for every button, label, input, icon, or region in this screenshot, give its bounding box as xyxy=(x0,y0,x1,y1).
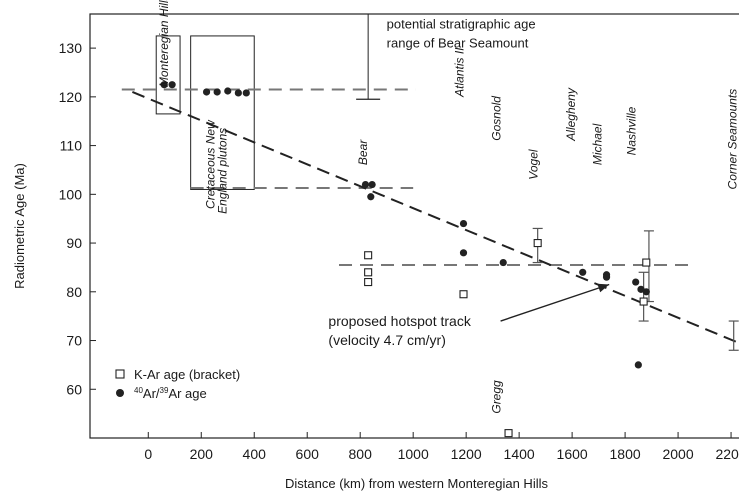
site-label: Atlantis II xyxy=(453,47,467,98)
potential-age-annotation-line: range of Bear Seamount xyxy=(387,36,529,51)
x-tick-label: 1200 xyxy=(451,446,482,462)
ar-ar-point xyxy=(242,89,250,97)
site-label: Gosnold xyxy=(490,96,504,141)
y-axis-label: Radiometric Age (Ma) xyxy=(12,163,27,289)
hotspot-arrow-head xyxy=(597,283,610,293)
ar-ar-point xyxy=(168,81,176,89)
legend-suffix: Ar age xyxy=(168,386,206,401)
ar-ar-point xyxy=(642,288,650,296)
ar-ar-point xyxy=(367,193,375,201)
legend-sup: 40 xyxy=(134,386,143,395)
site-label: Allegheny xyxy=(564,87,578,142)
k-ar-point xyxy=(639,297,648,306)
x-axis-label: Distance (km) from western Monteregian H… xyxy=(285,476,548,491)
site-label: England plutons xyxy=(215,128,229,214)
y-tick-label: 70 xyxy=(66,333,82,349)
ar-ar-point xyxy=(602,273,611,281)
x-tick-label: 400 xyxy=(243,446,267,462)
legend-mid: Ar/ xyxy=(143,386,160,401)
ar-ar-point xyxy=(213,88,221,96)
legend-circle-marker xyxy=(116,389,124,397)
hotspot-annotation-line: (velocity 4.7 cm/yr) xyxy=(328,332,445,348)
ar-ar-point xyxy=(579,268,587,276)
ar-ar-point xyxy=(634,361,642,369)
x-tick-label: 1600 xyxy=(557,446,588,462)
x-tick-label: 1000 xyxy=(398,446,429,462)
site-label: Michael xyxy=(590,123,604,165)
k-ar-point xyxy=(364,251,373,260)
plot-frame xyxy=(89,13,739,439)
hotspot-annotation-line: proposed hotspot track xyxy=(328,313,471,329)
range-box xyxy=(190,35,255,190)
y-tick-label: 110 xyxy=(60,138,83,154)
x-tick-label: 600 xyxy=(296,446,320,462)
site-label: Nashville xyxy=(625,106,639,155)
ar-ar-point xyxy=(202,88,211,96)
legend-square-marker xyxy=(115,369,125,379)
ar-ar-point xyxy=(499,258,507,267)
x-tick-label: 200 xyxy=(190,446,214,462)
x-tick-label: 0 xyxy=(144,446,152,462)
ar-ar-point xyxy=(361,180,370,189)
k-ar-point xyxy=(364,268,373,277)
hotspot-track-line xyxy=(132,91,739,344)
y-tick-label: 100 xyxy=(59,186,83,202)
k-ar-point xyxy=(504,429,513,438)
ar-ar-point xyxy=(224,87,232,95)
site-label: Bear xyxy=(356,139,370,165)
k-ar-point xyxy=(459,290,468,299)
potential-age-annotation-line: potential stratigraphic age xyxy=(387,17,536,32)
k-ar-point xyxy=(642,258,651,267)
k-ar-point xyxy=(533,239,542,248)
site-label: Monteregian Hills xyxy=(157,0,171,87)
legend-label-k-ar: K-Ar age (bracket) xyxy=(134,367,240,382)
ar-ar-point xyxy=(459,219,468,228)
legend-sup: 39 xyxy=(160,386,169,395)
x-tick-label: 1400 xyxy=(504,446,535,462)
hotspot-arrow-shaft xyxy=(500,283,610,322)
y-tick-label: 120 xyxy=(59,89,83,105)
ar-ar-point xyxy=(160,81,168,89)
ar-ar-point xyxy=(234,89,242,97)
range-box xyxy=(155,35,181,115)
k-ar-point xyxy=(364,277,373,287)
ar-ar-point xyxy=(459,249,468,257)
y-tick-label: 90 xyxy=(66,235,82,251)
site-label: Corner Seamounts xyxy=(725,89,739,190)
legend-label-ar-ar: 40Ar/39Ar age xyxy=(134,386,207,401)
x-tick-label: 1800 xyxy=(610,446,641,462)
x-tick-label: 800 xyxy=(349,446,373,462)
site-label: Gregg xyxy=(490,380,504,414)
x-tick-label: 2200 xyxy=(715,446,739,462)
y-tick-label: 130 xyxy=(59,40,83,56)
site-label: Vogel xyxy=(527,149,541,180)
y-tick-label: 80 xyxy=(66,284,82,300)
ar-ar-point xyxy=(368,180,376,189)
y-tick-label: 60 xyxy=(66,381,82,397)
site-label: Cretaceous New xyxy=(204,119,218,209)
ar-ar-point xyxy=(632,278,640,286)
x-tick-label: 2000 xyxy=(662,446,693,462)
